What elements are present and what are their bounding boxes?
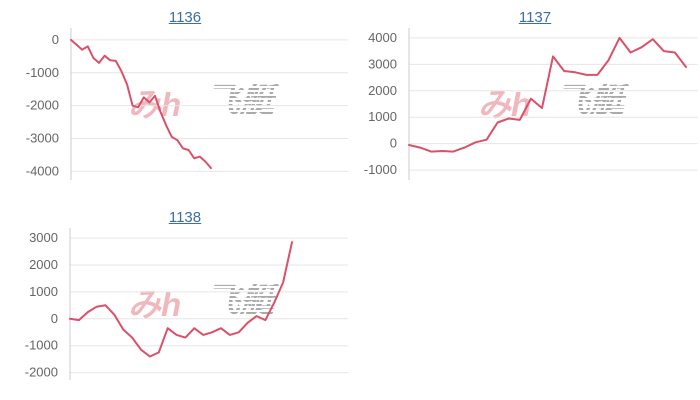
svg-text:4000: 4000: [368, 30, 397, 45]
svg-text:0: 0: [51, 311, 58, 326]
svg-text:0: 0: [390, 136, 397, 151]
svg-text:-1000: -1000: [25, 338, 58, 353]
svg-text:3000: 3000: [29, 230, 58, 245]
svg-text:-2000: -2000: [26, 98, 59, 113]
svg-text:1000: 1000: [368, 109, 397, 124]
svg-text:飞艇: 飞艇: [206, 82, 280, 120]
svg-text:2000: 2000: [29, 257, 58, 272]
svg-text:-1000: -1000: [364, 162, 397, 177]
svg-text:2000: 2000: [368, 83, 397, 98]
svg-text:3000: 3000: [368, 56, 397, 71]
svg-text:みh: みh: [128, 86, 181, 123]
svg-text:-1000: -1000: [26, 65, 59, 80]
svg-text:飞艇: 飞艇: [556, 82, 630, 120]
svg-text:-3000: -3000: [26, 131, 59, 146]
svg-text:-2000: -2000: [25, 365, 58, 380]
svg-text:0: 0: [52, 32, 59, 47]
svg-text:-4000: -4000: [26, 163, 59, 178]
svg-text:1000: 1000: [29, 284, 58, 299]
